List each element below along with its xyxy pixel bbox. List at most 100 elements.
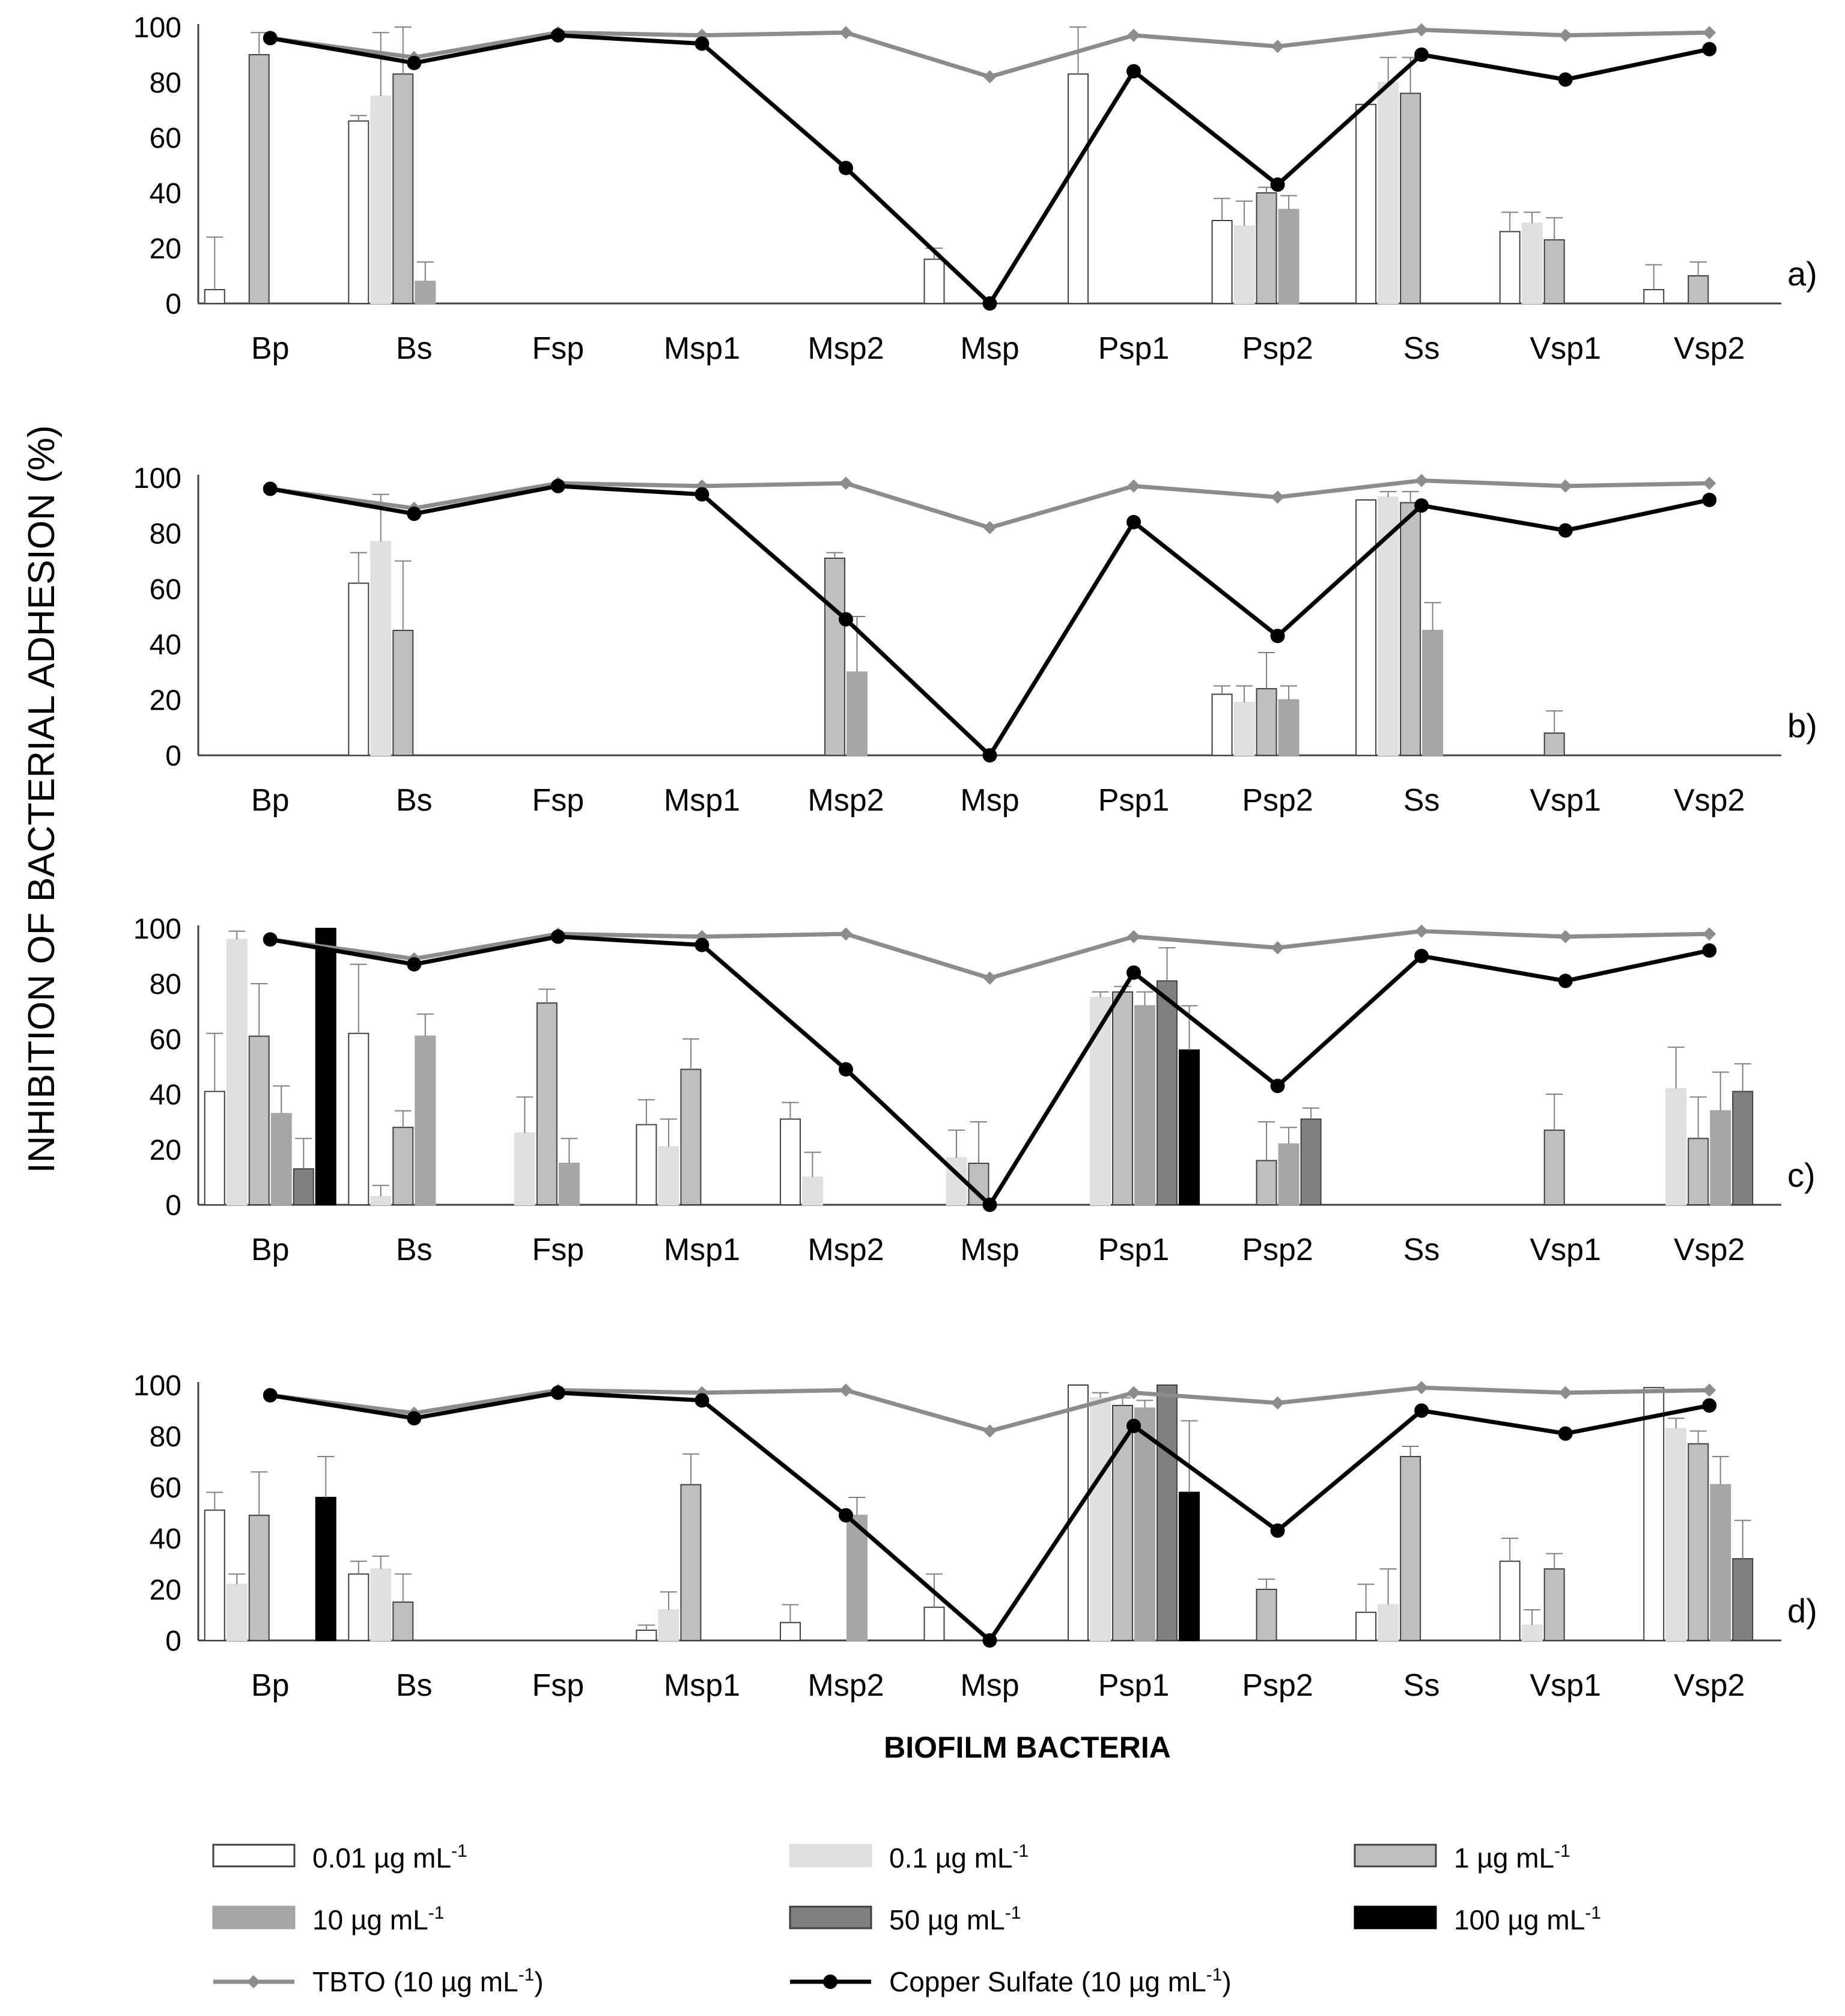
x-tick-label: Vsp2 <box>1674 1668 1745 1703</box>
point-cuso4 <box>1126 514 1141 529</box>
chart-panels: 0 20 40 60 80 100 Bp Bs Fsp Msp1 Msp2 Msp Psp1 Psp2 Ss… <box>133 12 1817 1703</box>
point-cuso4 <box>1558 72 1573 87</box>
point-cuso4 <box>838 612 853 627</box>
point-tbto <box>839 1383 853 1397</box>
point-cuso4 <box>1126 1419 1141 1433</box>
bar-c1-ss <box>1400 93 1421 304</box>
y-tick-label: 80 <box>150 67 181 99</box>
x-tick-label: Msp1 <box>664 1668 740 1703</box>
x-tick-label: Bs <box>396 1232 433 1267</box>
panel-tag: a) <box>1787 255 1817 293</box>
point-tbto <box>983 521 997 535</box>
bar-c1-msp1 <box>680 1068 702 1205</box>
bar-c10-bs <box>415 1035 436 1206</box>
point-cuso4 <box>263 1388 278 1402</box>
y-tick-label: 100 <box>133 463 181 495</box>
bar-c001-bs <box>348 120 369 304</box>
bar-c10-bs <box>415 281 436 305</box>
panel-tag: b) <box>1787 707 1817 745</box>
bar-c001-psp2 <box>1211 693 1233 756</box>
y-tick-label: 20 <box>150 1134 181 1166</box>
y-tick-label: 20 <box>150 685 181 717</box>
bar-c01-bs <box>370 541 392 756</box>
bar-c100-bp <box>315 928 336 1205</box>
point-cuso4 <box>263 932 278 947</box>
x-tick-label: Psp1 <box>1098 1668 1170 1703</box>
legend-label: 100 µg mL-1 <box>1454 1903 1601 1935</box>
x-tick-label: Msp2 <box>807 331 884 366</box>
x-tick-label: Fsp <box>532 1668 585 1703</box>
bar-c001-bs <box>348 582 369 756</box>
legend-label: 0.01 µg mL-1 <box>312 1841 467 1874</box>
y-tick-label: 40 <box>150 1079 181 1111</box>
x-tick-label: Fsp <box>532 1232 585 1267</box>
point-tbto <box>1415 474 1429 487</box>
bar-c1-psp2 <box>1256 1589 1277 1641</box>
point-tbto <box>1558 28 1572 42</box>
point-tbto <box>983 1424 997 1438</box>
x-tick-label: Ss <box>1403 1668 1440 1703</box>
point-tbto <box>839 26 853 40</box>
bar-c001-vsp2 <box>1643 289 1665 304</box>
y-tick-label: 0 <box>165 1625 181 1657</box>
point-tbto <box>1127 479 1141 493</box>
legend-item-tbto: TBTO (10 µg mL-1) <box>213 1965 544 1997</box>
bar-c01-bs <box>370 96 392 304</box>
x-tick-label: Psp1 <box>1098 1232 1170 1267</box>
legend-item-c100: 100 µg mL-1 <box>1354 1903 1601 1935</box>
x-tick-label: Vsp1 <box>1530 1668 1601 1703</box>
point-cuso4 <box>550 478 565 493</box>
point-tbto <box>1558 930 1572 943</box>
point-cuso4 <box>1702 492 1717 507</box>
y-tick-label: 60 <box>150 123 181 154</box>
x-tick-label: Bp <box>251 1668 290 1703</box>
bar-c001-vsp1 <box>1499 231 1521 304</box>
bar-c10-ss <box>1422 630 1444 756</box>
point-tbto <box>839 477 853 490</box>
legend-label: 10 µg mL-1 <box>312 1903 444 1935</box>
point-cuso4 <box>695 937 710 952</box>
panel-tag: c) <box>1787 1156 1816 1194</box>
y-tick-label: 60 <box>150 1472 181 1504</box>
y-tick-label: 80 <box>150 1421 181 1453</box>
x-tick-label: Fsp <box>532 331 585 366</box>
bar-c001-bs <box>348 1032 369 1206</box>
bar-c10-psp2 <box>1278 1143 1299 1206</box>
panel-c: 0 20 40 60 80 100 Bp Bs Fsp Msp1 Msp2 Msp Psp1 Psp2 Ss… <box>133 913 1816 1267</box>
point-cuso4 <box>1702 943 1717 958</box>
bar-c1-vsp2 <box>1688 1137 1709 1205</box>
point-cuso4 <box>982 748 997 763</box>
point-cuso4 <box>263 481 278 496</box>
x-tick-label: Vsp2 <box>1674 331 1745 366</box>
bar-c1-fsp <box>536 1002 558 1205</box>
bar-c001-ss <box>1355 103 1377 305</box>
x-tick-label: Bp <box>251 1232 290 1267</box>
point-tbto <box>1703 26 1716 40</box>
point-tbto <box>1127 1386 1141 1399</box>
legend-swatch <box>1354 1905 1437 1929</box>
x-tick-label: Msp2 <box>807 1232 884 1267</box>
legend-label: 50 µg mL-1 <box>889 1903 1021 1935</box>
bar-c01-psp2 <box>1233 702 1255 756</box>
bar-c10-msp2 <box>846 1514 868 1641</box>
bar-c10-psp1 <box>1134 1407 1156 1641</box>
point-cuso4 <box>1558 973 1573 988</box>
point-cuso4 <box>1414 498 1429 513</box>
bar-c10-psp2 <box>1278 209 1299 304</box>
point-cuso4 <box>407 55 422 70</box>
bar-c50-psp1 <box>1157 1384 1178 1641</box>
bar-c1-bp <box>248 1514 270 1641</box>
x-tick-label: Psp1 <box>1098 331 1170 366</box>
x-tick-label: Fsp <box>532 783 585 818</box>
bar-c01-vsp1 <box>1521 222 1543 304</box>
panel-d: 0 20 40 60 80 100 Bp Bs Fsp Msp1 Msp2 Msp Psp1 Psp2 Ss… <box>133 1370 1817 1703</box>
y-tick-label: 0 <box>165 288 181 320</box>
bar-c001-bp <box>204 1091 225 1206</box>
point-tbto <box>1703 1383 1716 1397</box>
bar-c01-bs <box>370 1568 392 1641</box>
bar-c10-fsp <box>558 1163 580 1205</box>
x-tick-label: Msp1 <box>664 1232 740 1267</box>
legend-label: TBTO (10 µg mL-1) <box>312 1965 544 1997</box>
bar-c001-vsp2 <box>1643 1387 1665 1641</box>
bar-c1-msp2 <box>824 557 845 756</box>
